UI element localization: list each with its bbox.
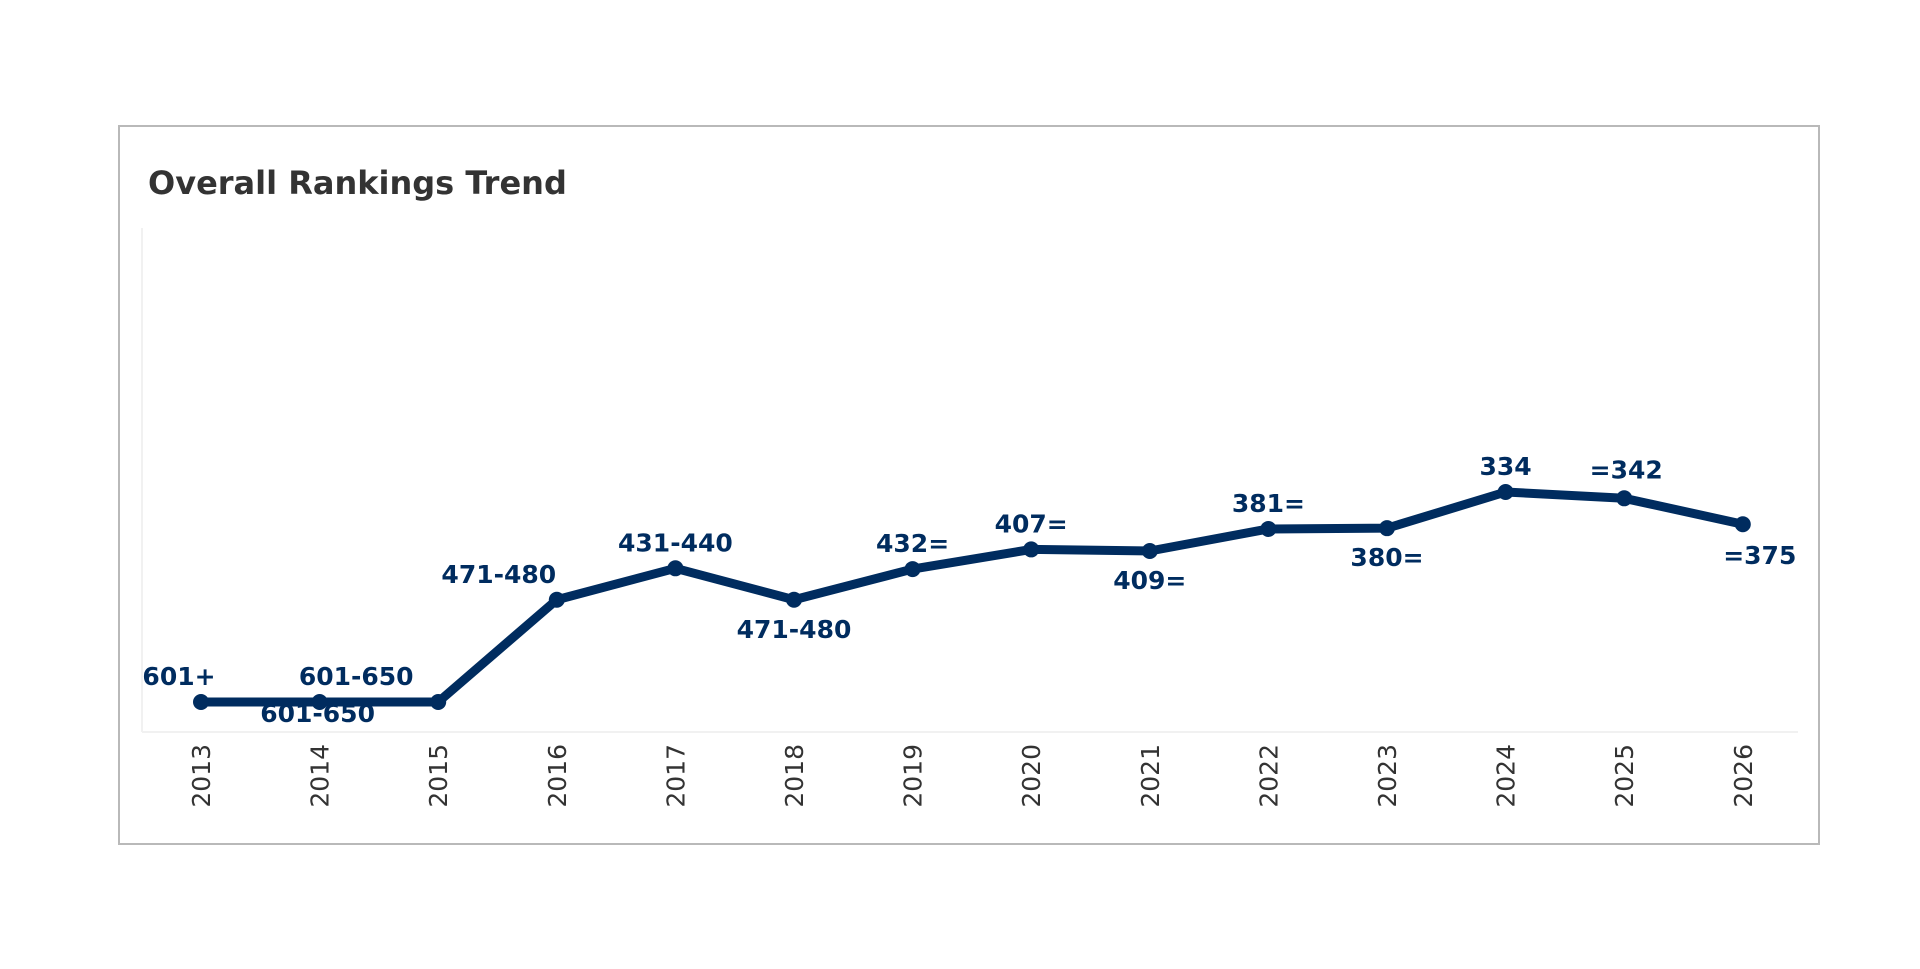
data-point-2020[interactable] [1023,541,1040,558]
x-tick-label-2022: 2022 [1254,744,1283,808]
data-point-2016[interactable] [548,591,565,608]
data-point-2013[interactable] [193,694,209,710]
x-tick-label-2013: 2013 [187,744,216,808]
data-point-2021[interactable] [1141,542,1158,559]
data-point-2019[interactable] [904,561,921,578]
data-labels: 601+ 601-650 601-650 471-480 431-440 471-480 4… [142,452,1796,728]
x-tick-label-2020: 2020 [1017,744,1046,808]
x-tick-label-2025: 2025 [1610,744,1639,808]
data-label-2026: =375 [1723,541,1796,570]
data-label-2021: 409= [1113,566,1186,595]
data-point-2015[interactable] [430,694,447,710]
x-tick-label-2021: 2021 [1136,744,1165,808]
chart-frame [118,125,1820,845]
x-tick-label-2016: 2016 [543,744,572,808]
data-point-2024[interactable] [1497,484,1514,500]
data-point-2018[interactable] [786,591,802,608]
data-point-2023[interactable] [1379,520,1395,537]
data-label-2020: 407= [995,509,1068,538]
data-point-2025[interactable] [1616,490,1633,507]
data-label-2015: 601-650 [299,662,414,691]
data-label-2024: 334 [1480,452,1532,481]
x-tick-label-2017: 2017 [661,744,690,808]
data-points [193,484,1751,710]
data-label-2025: =342 [1590,455,1663,484]
x-tick-label-2014: 2014 [306,744,335,808]
data-label-2016: 471-480 [441,560,556,589]
data-point-2026[interactable] [1734,516,1751,533]
x-tick-label-2015: 2015 [424,744,453,808]
series-line-group [196,487,1748,707]
data-label-2018: 471-480 [737,615,852,644]
x-tick-label-2023: 2023 [1373,744,1402,808]
data-label-2013: 601+ [142,662,215,691]
plot-area [141,228,1798,733]
data-label-2014: 601-650 [260,699,375,728]
data-point-2022[interactable] [1260,520,1277,537]
x-tick-label-2019: 2019 [899,744,928,808]
x-tick-label-2018: 2018 [780,744,809,808]
data-label-2017: 431-440 [618,528,733,557]
data-point-2017[interactable] [667,560,684,577]
series-line [196,487,1748,707]
x-tick-label-2024: 2024 [1492,744,1521,808]
x-tick-label-2026: 2026 [1729,744,1758,808]
chart-title: Overall Rankings Trend [148,164,567,202]
data-label-2022: 381= [1232,489,1305,518]
x-axis-tick-labels: 2013 2014 2015 2016 2017 2018 2019 2020 2021 2022… [187,744,1758,808]
data-label-2019: 432= [876,529,949,558]
data-label-2023: 380= [1350,543,1423,572]
data-point-2014[interactable] [311,694,328,710]
